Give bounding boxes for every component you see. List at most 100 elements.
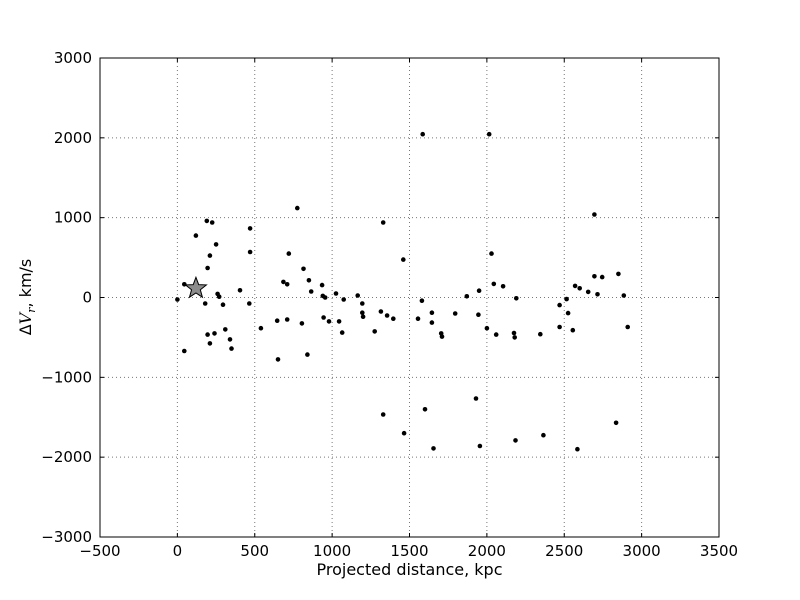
data-point <box>205 332 210 337</box>
data-point <box>284 317 290 322</box>
data-point <box>489 251 494 256</box>
x-tick-label: 3500 <box>700 542 738 560</box>
data-point <box>305 352 310 357</box>
data-point <box>557 324 562 330</box>
data-point <box>500 284 506 289</box>
data-point <box>213 242 219 247</box>
data-point <box>227 337 233 342</box>
data-point <box>477 443 483 449</box>
data-point <box>360 314 366 320</box>
data-point <box>326 319 332 324</box>
data-point <box>599 274 605 280</box>
data-point <box>570 327 576 333</box>
data-point <box>621 293 627 298</box>
data-point <box>429 310 435 316</box>
data-point <box>616 271 621 277</box>
data-point <box>336 319 342 324</box>
data-point <box>247 301 252 306</box>
data-point <box>575 446 580 452</box>
data-point <box>541 432 546 438</box>
data-point <box>372 329 378 334</box>
data-point <box>401 257 406 262</box>
data-point <box>321 315 326 320</box>
data-point <box>577 286 582 291</box>
data-point <box>452 311 458 316</box>
y-tick-label: 2000 <box>54 129 92 147</box>
data-point <box>625 324 630 330</box>
x-tick-label: 3000 <box>623 542 661 560</box>
data-point <box>319 282 325 288</box>
data-point <box>476 312 481 318</box>
data-point <box>513 438 518 443</box>
data-point <box>486 131 492 137</box>
x-tick-label: 0 <box>173 542 183 560</box>
ylabel-units: , km/s <box>15 258 35 308</box>
data-point <box>429 320 435 325</box>
data-point <box>565 310 571 316</box>
x-tick-label: 2500 <box>545 542 583 560</box>
data-point <box>175 297 180 302</box>
data-point <box>512 335 517 340</box>
data-point <box>360 301 365 306</box>
data-point <box>538 331 543 337</box>
data-point <box>301 266 306 272</box>
data-point <box>209 220 215 225</box>
data-point <box>295 205 300 211</box>
data-point <box>572 283 578 289</box>
data-point <box>585 289 591 295</box>
data-point <box>306 278 312 283</box>
x-tick-label: 1500 <box>390 542 428 560</box>
y-axis-label: ΔVr, km/s <box>16 259 38 336</box>
data-point <box>207 341 213 346</box>
data-point <box>247 226 253 231</box>
y-tick-label: −1000 <box>41 368 92 386</box>
x-tick-label: −500 <box>79 542 120 560</box>
data-point <box>223 327 228 332</box>
data-point <box>592 212 597 217</box>
data-point <box>333 291 339 296</box>
y-tick-label: −3000 <box>41 528 92 546</box>
data-point <box>419 298 425 304</box>
data-point <box>212 331 217 336</box>
data-point <box>247 249 253 255</box>
y-tick-label: −2000 <box>41 448 92 466</box>
data-point <box>220 302 226 308</box>
data-point <box>473 396 479 401</box>
data-point <box>511 330 517 336</box>
data-point <box>380 220 386 225</box>
data-point <box>207 253 213 258</box>
data-point <box>613 420 619 426</box>
data-point <box>380 412 386 417</box>
y-tick-label: 0 <box>82 289 92 307</box>
data-point <box>355 293 361 298</box>
data-point <box>484 325 490 331</box>
velocity-subscript: r <box>25 307 39 313</box>
data-point <box>595 292 600 297</box>
delta-symbol: Δ <box>15 324 35 336</box>
data-point <box>341 297 347 302</box>
data-point <box>216 294 222 300</box>
data-point <box>491 281 497 287</box>
x-axis-label: Projected distance, kpc <box>316 560 503 579</box>
data-point <box>204 218 210 224</box>
data-point <box>557 302 562 308</box>
data-point <box>493 332 499 337</box>
data-point <box>202 301 208 306</box>
data-point <box>281 279 286 285</box>
data-point <box>286 251 292 256</box>
data-point <box>431 446 436 451</box>
data-point <box>384 313 390 318</box>
data-point <box>514 296 519 301</box>
data-point <box>415 316 421 322</box>
data-point <box>439 334 445 339</box>
data-point <box>339 330 345 335</box>
y-tick-label: 3000 <box>54 49 92 67</box>
data-point <box>182 348 187 354</box>
data-point <box>422 407 428 412</box>
data-point <box>464 294 470 299</box>
data-point <box>592 274 597 279</box>
data-point <box>205 265 210 271</box>
data-point <box>237 288 243 293</box>
